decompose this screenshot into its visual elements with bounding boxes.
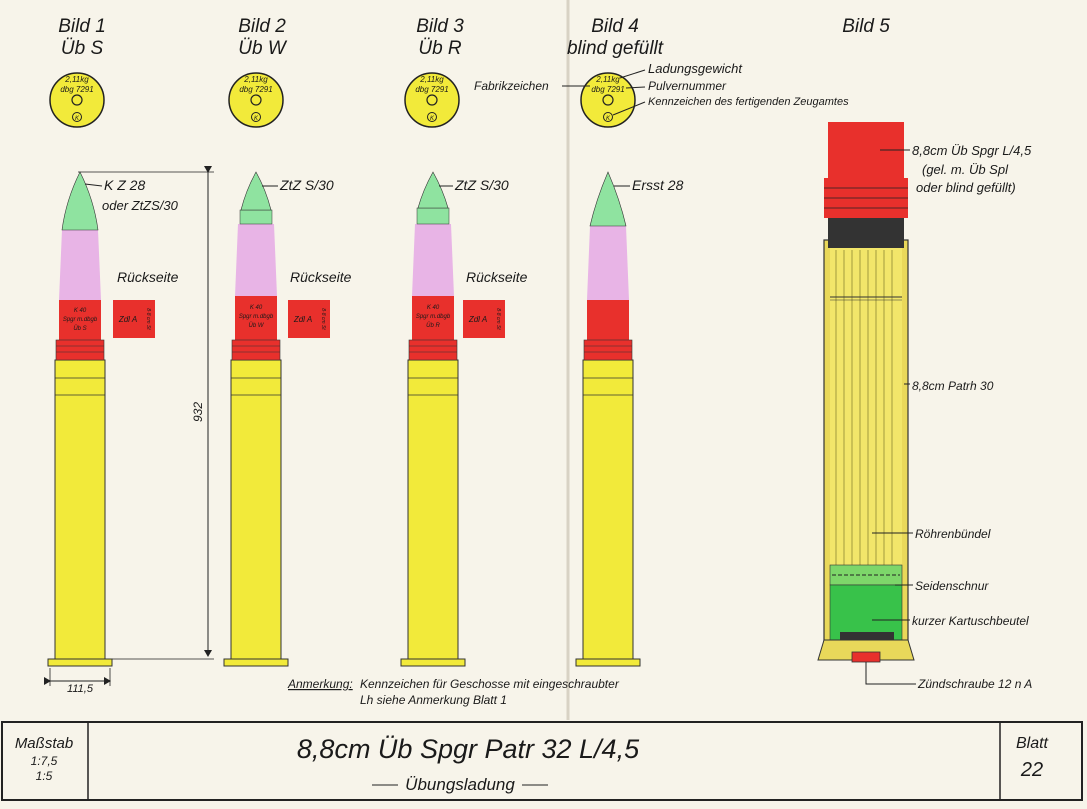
label-fabrikzeichen: Fabrikzeichen [474, 79, 549, 93]
cart1-leader [84, 183, 103, 187]
leader-ladungsgewicht [619, 69, 646, 79]
disk2-weight: 2,11kg [243, 75, 268, 84]
cart4-callout: Ersst 28 [632, 177, 684, 193]
cutaway-label-beutel: kurzer Kartuschbeutel [912, 614, 1029, 628]
scale-value-1: 1:7,5 [31, 754, 58, 768]
note-label: Anmerkung: [287, 677, 353, 691]
cart3-band-l3: Üb R [426, 322, 440, 329]
scale-value-2: 1:5 [36, 769, 53, 783]
title-block-frame [1, 721, 1083, 801]
cartridge-2: K 40 Spgr m.dbgb Üb W [223, 171, 289, 667]
bild2-subtitle: Üb W [238, 38, 288, 59]
bild1-subtitle: Üb S [61, 38, 104, 59]
base-disk-4: 2,11kg dbg 7291 K [580, 72, 636, 128]
label-ladungsgewicht: Ladungsgewicht [648, 61, 743, 76]
sheet-number: 22 [1020, 759, 1043, 781]
cart2-callout: ZtZ S/30 [279, 177, 334, 193]
disk4-powder: dbg 7291 [591, 85, 624, 94]
cart3-tag-text: Zdl A [468, 315, 487, 324]
bild4-subtitle: blind gefüllt [567, 38, 664, 59]
cart2-band-l1: K 40 [250, 305, 263, 311]
cart2-back-label: Rückseite [290, 269, 352, 285]
sheet-label: Blatt [1016, 735, 1049, 752]
bild3-title: Bild 3 [416, 16, 464, 37]
cart2-band-l2: Spgr m.dbgb [239, 314, 274, 320]
disk4-mark: K [606, 116, 611, 122]
cart1-tag-text: Zdl A [118, 315, 137, 324]
cart3-callout: ZtZ S/30 [454, 177, 509, 193]
base-disk-1: 2,11kg dbg 7291 K [49, 72, 105, 128]
disk3-mark: K [430, 116, 435, 122]
note-line1: Kennzeichen für Geschosse mit eingeschra… [360, 677, 620, 691]
cart1-back-label: Rückseite [117, 269, 179, 285]
cart2-band-l3: Üb W [249, 322, 265, 329]
cart1-band-l1: K 40 [74, 308, 87, 314]
cutaway-cartridge [817, 122, 915, 663]
leader-zuend [865, 662, 916, 685]
cart1-band-l3: Üb S [73, 325, 86, 332]
disk3-weight: 2,11kg [419, 75, 444, 84]
cutaway-label-roehren: Röhrenbündel [915, 527, 991, 541]
cart1-tag-side: 8·8 cm St [145, 308, 151, 330]
disk3-powder: dbg 7291 [415, 85, 448, 94]
cart1-band-l2: Spgr m.dbgb [63, 317, 98, 323]
base-disk-2: 2,11kg dbg 7291 K [228, 72, 284, 128]
cart3-back-label: Rückseite [466, 269, 528, 285]
cart2-tag-side: 8·8 cm St [320, 308, 326, 330]
disk2-powder: dbg 7291 [239, 85, 272, 94]
cart2-back-tag: Zdl A 8·8 cm St [288, 300, 330, 338]
cutaway-label-geschoss: 8,8cm Üb Spgr L/4,5 [912, 143, 1032, 158]
leader-kennzeichen [612, 101, 646, 116]
cutaway-label-patrh: 8,8cm Patrh 30 [912, 379, 994, 393]
disk1-mark: K [75, 116, 80, 122]
bild5-title: Bild 5 [842, 16, 890, 37]
drawing-title: 8,8cm Üb Spgr Patr 32 L/4,5 [297, 734, 640, 764]
cart2-tag-text: Zdl A [293, 315, 312, 324]
disk4-weight: 2,11kg [595, 75, 620, 84]
cart1-callout: K Z 28 [104, 177, 145, 193]
note-line2: Lh siehe Anmerkung Blatt 1 [360, 693, 507, 707]
cutaway-label-zuend: Zündschraube 12 n A [917, 677, 1032, 691]
cart3-tag-side: 8·8 cm St [495, 308, 501, 330]
bild1-title: Bild 1 [58, 16, 106, 37]
bild4-title: Bild 4 [591, 16, 639, 37]
cutaway-label-geschoss-3: oder blind gefüllt) [916, 180, 1016, 195]
drawing-subtitle: Übungsladung [405, 775, 515, 794]
base-disk-3: 2,11kg dbg 7291 K [404, 72, 460, 128]
length-dim-value: 932 [191, 402, 205, 422]
cart3-band-l1: K 40 [427, 305, 440, 311]
disk2-mark: K [254, 116, 259, 122]
cartridge-3: K 40 Spgr m.dbgb Üb R [400, 171, 466, 667]
disk1-powder: dbg 7291 [60, 85, 93, 94]
scale-label: Maßstab [15, 735, 73, 752]
bild3-subtitle: Üb R [418, 38, 462, 59]
rim-dim-value: 111,5 [67, 683, 94, 695]
cutaway-label-seiden: Seidenschnur [915, 579, 989, 593]
cart1-back-tag: Zdl A 8·8 cm St [113, 300, 155, 338]
label-kennzeichen: Kennzeichen des fertigenden Zeugamtes [648, 96, 849, 108]
cart3-band-l2: Spgr m.dbgb [416, 314, 451, 320]
label-pulvernummer: Pulvernummer [648, 79, 727, 93]
cartridge-1: K 40 Spgr m.dbgb Üb S [47, 171, 113, 667]
cart3-back-tag: Zdl A 8·8 cm St [463, 300, 505, 338]
bild2-title: Bild 2 [238, 16, 286, 37]
disk1-weight: 2,11kg [64, 75, 89, 84]
leader-pulvernummer [625, 86, 646, 89]
cartridge-4 [575, 171, 641, 667]
cart1-callout2: oder ZtZS/30 [102, 198, 179, 213]
cutaway-label-geschoss-2: (gel. m. Üb Spl [922, 162, 1009, 177]
